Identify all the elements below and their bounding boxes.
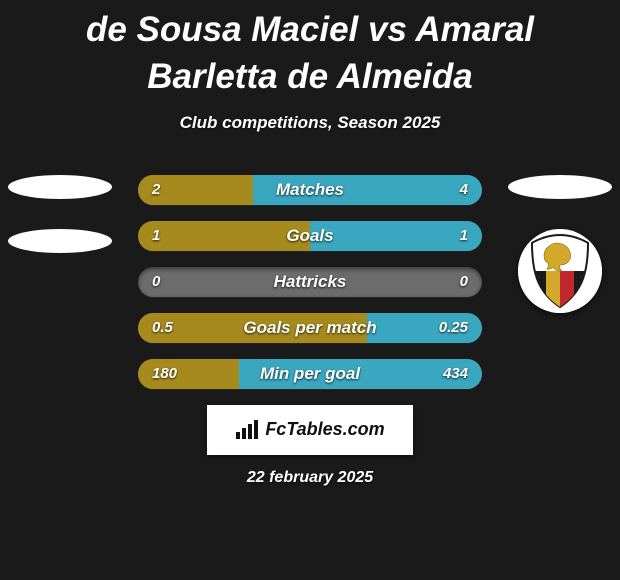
stat-label: Min per goal <box>138 359 482 389</box>
stat-value-left: 180 <box>152 359 177 389</box>
stat-value-right: 0 <box>460 267 468 297</box>
stat-value-left: 1 <box>152 221 160 251</box>
stat-row: Hattricks0 0 <box>138 267 482 297</box>
stat-label: Hattricks <box>138 267 482 297</box>
club-left-avatar <box>8 229 112 253</box>
stat-value-left: 0.5 <box>152 313 173 343</box>
stat-row: Min per goal180 434 <box>138 359 482 389</box>
stat-row: Matches2 4 <box>138 175 482 205</box>
stat-label: Goals per match <box>138 313 482 343</box>
stat-value-left: 2 <box>152 175 160 205</box>
stat-row: Goals per match0.5 0.25 <box>138 313 482 343</box>
stat-value-right: 434 <box>443 359 468 389</box>
page-title: de Sousa Maciel vs Amaral Barletta de Al… <box>0 0 620 101</box>
bar-chart-icon <box>235 420 259 440</box>
brand-label: FcTables.com <box>265 419 384 440</box>
stat-value-right: 1 <box>460 221 468 251</box>
stat-value-right: 4 <box>460 175 468 205</box>
shield-icon <box>518 229 602 313</box>
subtitle: Club competitions, Season 2025 <box>0 113 620 133</box>
stats-area: Matches2 4 Goals1 1 Hattricks0 0 Goals per mat… <box>0 175 620 389</box>
club-right-crest <box>518 229 602 313</box>
stat-label: Goals <box>138 221 482 251</box>
player-right-avatar <box>508 175 612 199</box>
footer-date: 22 february 2025 <box>0 469 620 487</box>
stat-row: Goals1 1 <box>138 221 482 251</box>
footer-brand-card[interactable]: FcTables.com <box>207 405 413 455</box>
stat-value-left: 0 <box>152 267 160 297</box>
player-left-avatar <box>8 175 112 199</box>
stat-value-right: 0.25 <box>439 313 468 343</box>
stat-label: Matches <box>138 175 482 205</box>
